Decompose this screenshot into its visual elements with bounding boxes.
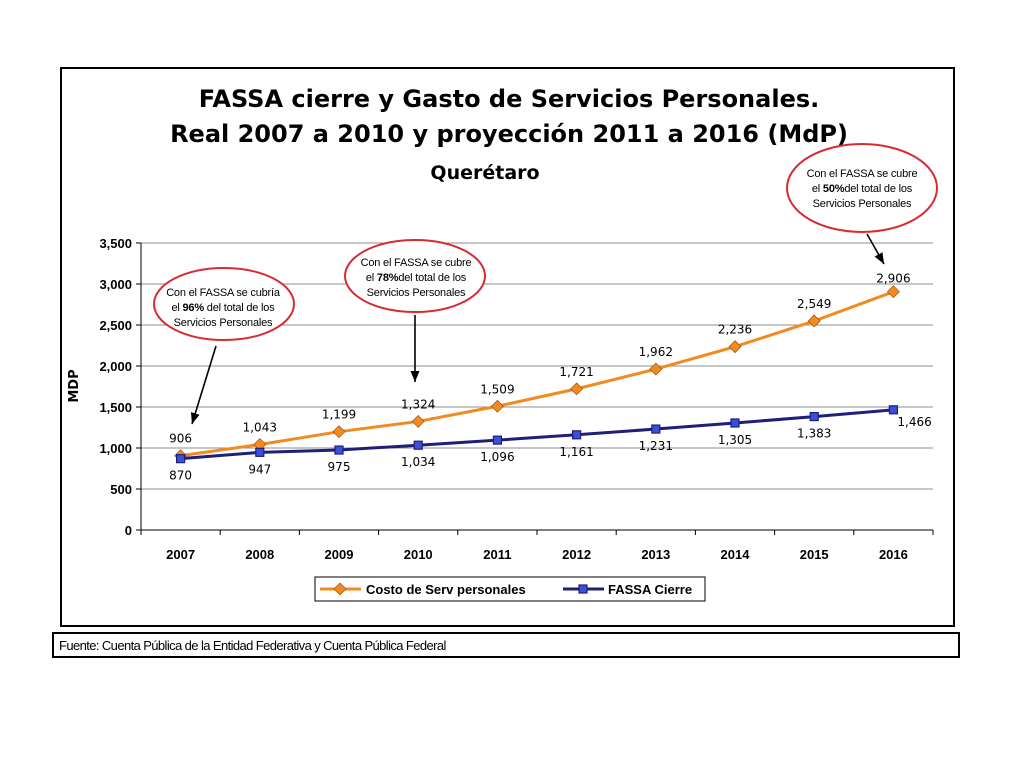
y-tick-label: 2,500	[99, 318, 132, 333]
data-point	[728, 340, 742, 354]
y-tick-label: 500	[110, 482, 132, 497]
data-point	[255, 447, 265, 457]
data-point	[334, 445, 344, 455]
data-point	[411, 415, 425, 428]
data-label: 870	[169, 469, 192, 483]
legend: Costo de Serv personales FASSA Cierre	[314, 576, 706, 602]
data-point	[332, 425, 346, 439]
x-tick-label: 2008	[245, 547, 274, 562]
data-point	[649, 362, 663, 376]
callout-text: el 78%del total de los	[366, 272, 467, 284]
callout-text: el 50%del total de los	[812, 183, 913, 195]
data-label: 1,199	[322, 408, 356, 422]
data-point	[413, 440, 423, 450]
data-label: 1,231	[639, 439, 673, 453]
data-label: 1,962	[639, 345, 673, 359]
chart-subtitle: Real 2007 a 2010 y proyección 2011 a 201…	[170, 120, 848, 148]
source-text: Fuente: Cuenta Pública de la Entidad Fed…	[59, 638, 446, 653]
x-tick-label: 2013	[641, 547, 670, 562]
legend-box	[314, 576, 706, 602]
y-tick-label: 1,000	[99, 441, 132, 456]
data-label: 975	[328, 460, 351, 474]
x-tick-label: 2016	[879, 547, 908, 562]
x-tick-label: 2015	[800, 547, 829, 562]
data-point	[807, 314, 821, 328]
legend-label: Costo de Serv personales	[366, 582, 526, 597]
data-label: 1,305	[718, 433, 752, 447]
y-tick-label: 3,000	[99, 277, 132, 292]
callout-text: el 96% del total de los	[171, 302, 275, 314]
y-tick-label: 2,000	[99, 359, 132, 374]
source-note: Fuente: Cuenta Pública de la Entidad Fed…	[52, 632, 960, 658]
series-line-1	[180, 408, 894, 461]
callout-arrowhead	[190, 412, 200, 424]
series-line-0	[180, 290, 894, 458]
legend-marker	[333, 582, 347, 596]
callout-ellipse	[786, 143, 938, 233]
x-tick-label: 2009	[325, 547, 354, 562]
y-tick-label: 3,500	[99, 236, 132, 251]
x-tick-label: 2012	[562, 547, 591, 562]
chart-title: FASSA cierre y Gasto de Servicios Person…	[199, 85, 820, 113]
data-label: 2,236	[718, 323, 752, 337]
data-label: 1,466	[897, 415, 931, 429]
callout-text: Con el FASSA se cubría	[166, 287, 281, 299]
data-label: 2,906	[876, 272, 910, 286]
y-tick-label: 0	[125, 523, 132, 538]
callouts: Con el FASSA se cubría el 96% del total d…	[153, 143, 938, 425]
data-labels: 906 1,043 1,199 1,324 1,509 1,721 1,962 2,236 2,…	[169, 272, 932, 483]
data-point	[888, 405, 899, 415]
legend-label: FASSA Cierre	[608, 582, 692, 597]
data-label: 1,096	[480, 450, 514, 464]
data-point	[730, 418, 740, 428]
data-point	[570, 382, 584, 396]
data-label: 1,721	[559, 365, 593, 379]
data-label: 1,324	[401, 397, 435, 411]
x-tick-label: 2011	[483, 547, 511, 562]
data-point	[809, 411, 819, 422]
callout-arrow	[191, 345, 217, 425]
x-tick-label: 2010	[404, 547, 433, 562]
data-point	[492, 435, 502, 445]
data-label: 947	[248, 462, 271, 476]
callout-ellipse	[344, 239, 486, 313]
y-tick-label: 1,500	[99, 400, 132, 415]
data-label: 1,034	[401, 455, 435, 469]
callout-text: Servicios Personales	[367, 287, 466, 299]
data-label: 1,043	[243, 420, 277, 434]
data-point	[571, 430, 582, 440]
data-label: 1,509	[480, 382, 514, 396]
callout-text: Con el FASSA se cubre	[807, 168, 918, 180]
data-label: 1,383	[797, 427, 831, 441]
data-label: 906	[169, 432, 192, 446]
callout-text: Servicios Personales	[813, 198, 912, 210]
data-label: 2,549	[797, 297, 831, 311]
chart-subtitle-state: Querétaro	[430, 162, 539, 184]
data-point	[886, 285, 900, 299]
x-tick-label: 2007	[166, 547, 195, 562]
data-point	[490, 399, 504, 413]
data-label: 1,161	[559, 445, 593, 459]
x-tick-label: 2014	[721, 547, 751, 562]
callout-arrowhead	[410, 371, 420, 382]
callout-text: Con el FASSA se cubre	[361, 257, 472, 269]
data-point	[651, 424, 661, 434]
legend-marker	[578, 584, 588, 594]
callout-ellipse	[153, 267, 295, 341]
callout-arrowhead	[874, 252, 884, 264]
y-axis-label: MDP	[67, 369, 82, 402]
data-point	[176, 454, 186, 464]
callout-text: Servicios Personales	[174, 317, 273, 329]
